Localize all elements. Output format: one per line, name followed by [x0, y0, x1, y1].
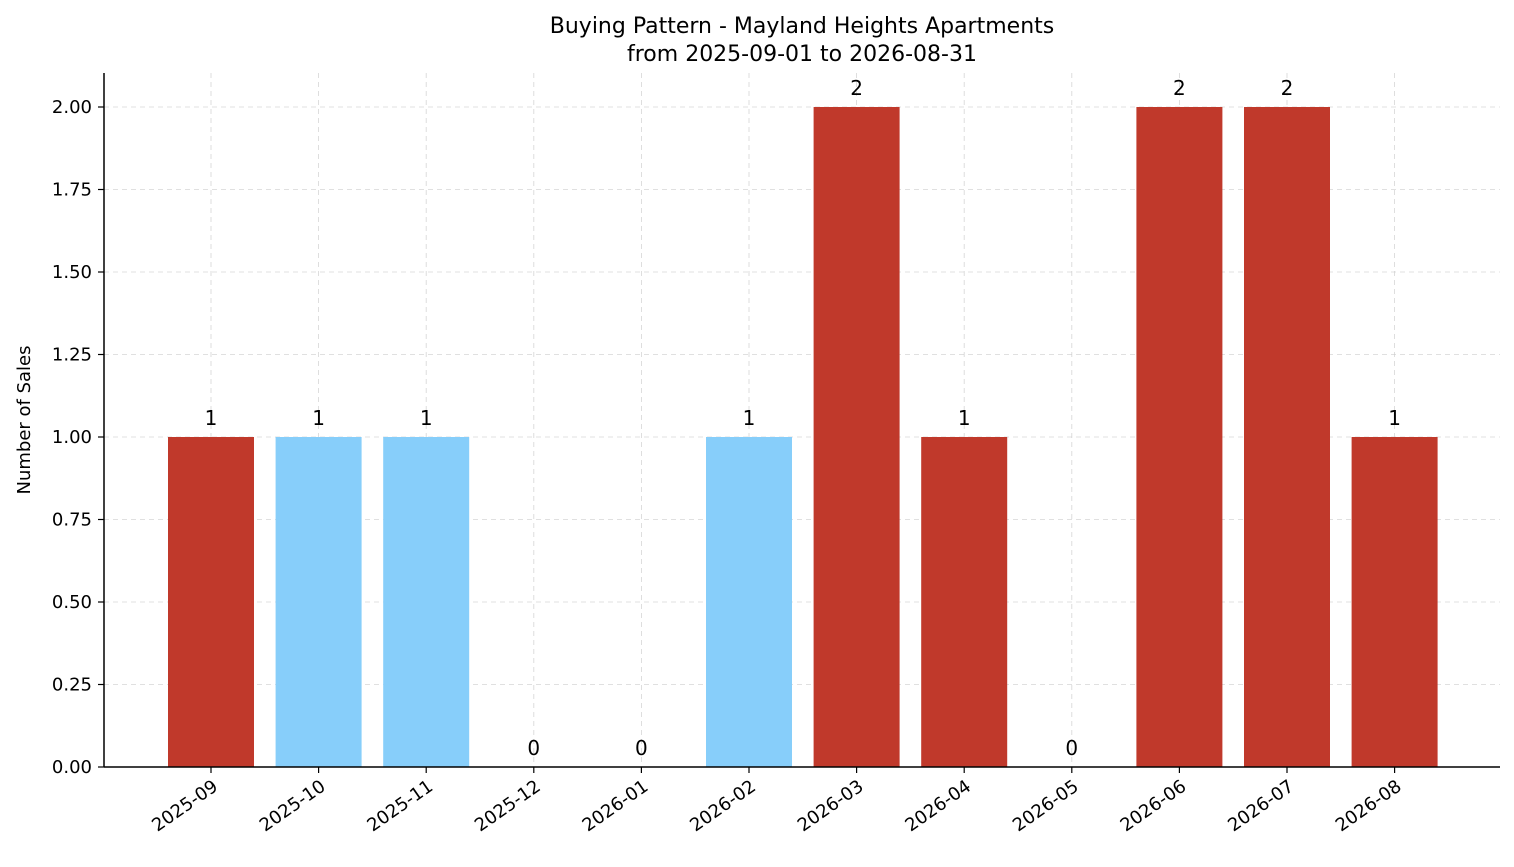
y-ticks: 0.00 0.25 0.50 0.75 1.00 1.25 1.50 1.75 2.00	[52, 97, 104, 778]
bar-2025-09	[168, 437, 254, 767]
bar-2026-06	[1136, 107, 1223, 767]
bar-2025-11	[383, 437, 470, 767]
x-tick-label: 2026-02	[686, 776, 760, 836]
bar-2026-04	[921, 437, 1008, 767]
y-tick-label: 1.25	[52, 345, 92, 366]
bar-2025-10	[275, 437, 362, 767]
bar-2026-07	[1244, 107, 1330, 767]
x-tick-label: 2026-06	[1117, 776, 1191, 836]
y-tick-label: 1.75	[52, 180, 92, 201]
data-label: 2	[1173, 76, 1186, 100]
data-label: 0	[1065, 736, 1078, 760]
x-tick-label: 2025-09	[148, 776, 222, 836]
bars	[168, 107, 1438, 767]
x-tick-label: 2026-07	[1224, 776, 1298, 836]
y-tick-label: 0.25	[52, 675, 92, 696]
y-tick-label: 2.00	[52, 97, 92, 118]
y-tick-label: 0.50	[52, 592, 92, 613]
x-tick-label: 2025-11	[363, 776, 437, 836]
data-label: 2	[850, 76, 863, 100]
x-tick-label: 2026-03	[794, 776, 868, 836]
data-label: 1	[312, 406, 325, 430]
bar-2026-08	[1351, 437, 1438, 767]
y-tick-label: 1.00	[52, 427, 92, 448]
x-tick-label: 2026-04	[901, 776, 975, 836]
data-label: 1	[743, 406, 756, 430]
y-tick-label: 1.50	[52, 262, 92, 283]
bar-2026-03	[813, 107, 900, 767]
data-label: 1	[420, 406, 433, 430]
x-tick-label: 2025-10	[256, 776, 330, 836]
data-labels: 1 1 1 0 0 1 2 1 0 2 2 1	[205, 76, 1401, 760]
axes	[103, 73, 1500, 768]
x-tick-label: 2026-01	[579, 776, 653, 836]
bar-2026-02	[706, 437, 792, 767]
data-label: 1	[205, 406, 218, 430]
x-tick-label: 2026-08	[1332, 776, 1406, 836]
chart-subtitle: from 2025-09-01 to 2026-08-31	[627, 42, 977, 67]
x-ticks: 2025-09 2025-10 2025-11 2025-12 2026-01 2026-…	[148, 767, 1405, 836]
x-tick-label: 2025-12	[471, 776, 545, 836]
chart-title: Buying Pattern - Mayland Heights Apartme…	[550, 14, 1054, 39]
x-tick-label: 2026-05	[1009, 776, 1083, 836]
data-label: 0	[635, 736, 648, 760]
data-label: 1	[958, 406, 971, 430]
data-label: 1	[1388, 406, 1401, 430]
y-axis-label: Number of Sales	[14, 345, 35, 494]
data-label: 0	[527, 736, 540, 760]
data-label: 2	[1281, 76, 1294, 100]
y-tick-label: 0.00	[52, 757, 92, 778]
y-tick-label: 0.75	[52, 510, 92, 531]
